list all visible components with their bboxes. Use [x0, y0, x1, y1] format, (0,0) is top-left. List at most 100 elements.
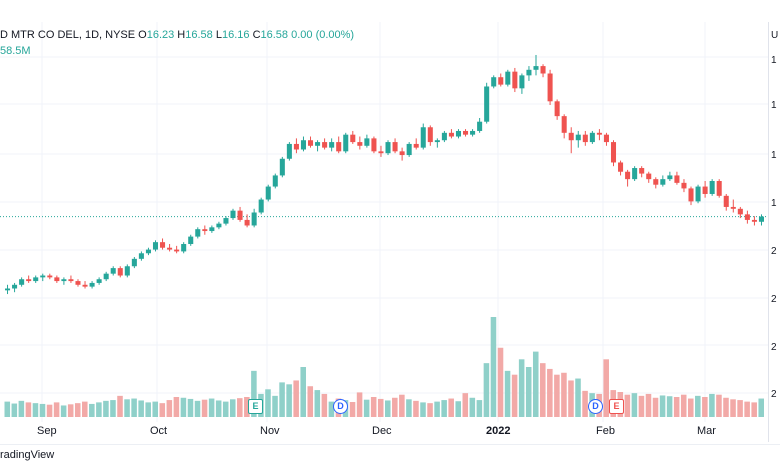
- dividend-marker[interactable]: D: [588, 399, 603, 414]
- candle-body: [5, 288, 11, 291]
- volume-bar: [4, 401, 11, 417]
- volume-bar: [349, 402, 356, 417]
- x-tick-label: Dec: [372, 425, 392, 437]
- close-value: 16.58: [260, 29, 289, 41]
- candle-body: [554, 101, 560, 117]
- volume-bar: [603, 359, 609, 417]
- volume-bar: [25, 402, 32, 417]
- volume-bar: [279, 382, 285, 417]
- volume-bar: [377, 398, 384, 417]
- volume-bar: [131, 398, 137, 417]
- volume-bar: [251, 370, 257, 417]
- volume-bar: [385, 400, 391, 417]
- volume-bar: [420, 402, 426, 417]
- volume-bar: [152, 401, 159, 417]
- volume-bar: [138, 400, 144, 417]
- symbol-legend: D MTR CO DEL, 1D, NYSE O16.23 H16.58 L16…: [0, 29, 354, 41]
- candle-body: [350, 134, 356, 143]
- volume-bar: [744, 401, 750, 417]
- candle-body: [272, 175, 278, 187]
- volume-bar: [730, 399, 736, 417]
- volume-bar: [356, 392, 363, 417]
- candle-body: [427, 127, 433, 143]
- candle-body: [160, 242, 166, 248]
- candle-body: [167, 247, 173, 250]
- volume-bar: [547, 368, 553, 417]
- candle-body: [399, 151, 405, 156]
- candle-body: [674, 175, 680, 183]
- volume-bar: [497, 347, 504, 417]
- volume-bar: [272, 395, 278, 417]
- volume-bar: [638, 395, 645, 417]
- scale-mode-button[interactable]: U: [771, 30, 779, 41]
- y-tick-label: 2: [771, 389, 777, 400]
- volume-bar: [716, 394, 722, 417]
- earnings-marker[interactable]: E: [609, 399, 624, 414]
- close-label: C: [252, 29, 261, 41]
- y-tick-label: 2: [771, 342, 777, 353]
- change-value: 0.00 (0.00%): [291, 29, 355, 41]
- volume-bar: [582, 390, 588, 417]
- candle-body: [82, 284, 88, 287]
- volume-bar: [110, 400, 116, 417]
- volume-bar: [399, 394, 405, 417]
- volume-bar: [568, 380, 574, 417]
- volume-bar: [145, 402, 151, 417]
- candle-body: [138, 253, 144, 259]
- price-scale[interactable]: [768, 22, 780, 442]
- candle-body: [681, 182, 687, 189]
- volume-bar: [32, 403, 39, 417]
- candle-body: [364, 138, 370, 146]
- candle-body: [667, 175, 673, 180]
- volume-bar: [687, 398, 694, 417]
- candle-body: [420, 127, 426, 148]
- volume-bar: [60, 405, 67, 417]
- x-tick-label: 2022: [486, 425, 511, 437]
- earnings-marker[interactable]: E: [248, 399, 263, 414]
- candle-body: [455, 130, 462, 137]
- candle-body: [209, 227, 215, 232]
- candle-body: [223, 218, 229, 224]
- volume-bar: [117, 395, 123, 417]
- volume-bar: [96, 402, 102, 417]
- candle-body: [33, 277, 39, 282]
- volume-bar: [39, 403, 46, 417]
- candle-body: [582, 134, 588, 143]
- volume-bar: [321, 393, 328, 417]
- high-label: H: [177, 29, 186, 41]
- candle-body: [96, 279, 102, 283]
- candle-body: [286, 143, 292, 159]
- candle-body: [596, 132, 602, 135]
- candle-body: [695, 186, 701, 202]
- volume-bar: [483, 363, 490, 417]
- candle-body: [477, 121, 483, 131]
- candle-body: [639, 168, 645, 174]
- candle-body: [40, 275, 46, 278]
- candle-body: [484, 86, 490, 122]
- candle-body: [533, 66, 539, 70]
- open-value: 16.23: [146, 29, 175, 41]
- x-tick-label: Oct: [150, 425, 168, 437]
- candle-body: [329, 142, 335, 148]
- volume-bar: [265, 389, 271, 417]
- candle-body: [336, 142, 342, 152]
- volume-bar: [709, 393, 715, 417]
- candle-body: [646, 173, 652, 180]
- price-chart[interactable]: [0, 22, 768, 442]
- volume-bar: [737, 400, 743, 417]
- volume-bar: [666, 396, 673, 417]
- volume-bar: [208, 398, 215, 417]
- volume-bar: [180, 397, 187, 417]
- volume-bar: [222, 401, 229, 417]
- candle-body: [385, 142, 391, 154]
- candle-body: [131, 258, 137, 267]
- dividend-marker[interactable]: D: [333, 399, 348, 414]
- brand-logo-text[interactable]: radingView: [0, 449, 55, 461]
- y-tick-label: 2: [771, 294, 777, 305]
- candle-body: [188, 236, 194, 245]
- low-value: 16.16: [221, 29, 250, 41]
- candle-body: [26, 279, 32, 282]
- volume-bar: [187, 398, 194, 417]
- volume-bar: [448, 398, 454, 417]
- candle-body: [526, 69, 532, 76]
